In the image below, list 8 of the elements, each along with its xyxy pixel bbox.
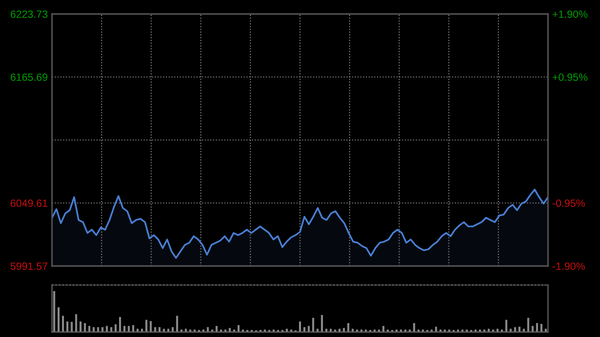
y2-tick-label: -0.95% bbox=[552, 200, 585, 207]
y-tick-label: 6165.69 bbox=[10, 74, 48, 81]
y2-tick-label: +0.95% bbox=[552, 74, 588, 81]
y2-tick-label: -1.90% bbox=[552, 262, 585, 270]
y2-tick-label: +1.90% bbox=[552, 10, 588, 18]
y-tick-label: 5991.57 bbox=[10, 262, 48, 270]
y-tick-label: 6223.73 bbox=[10, 10, 48, 18]
y-tick-label: 6049.61 bbox=[10, 200, 48, 207]
